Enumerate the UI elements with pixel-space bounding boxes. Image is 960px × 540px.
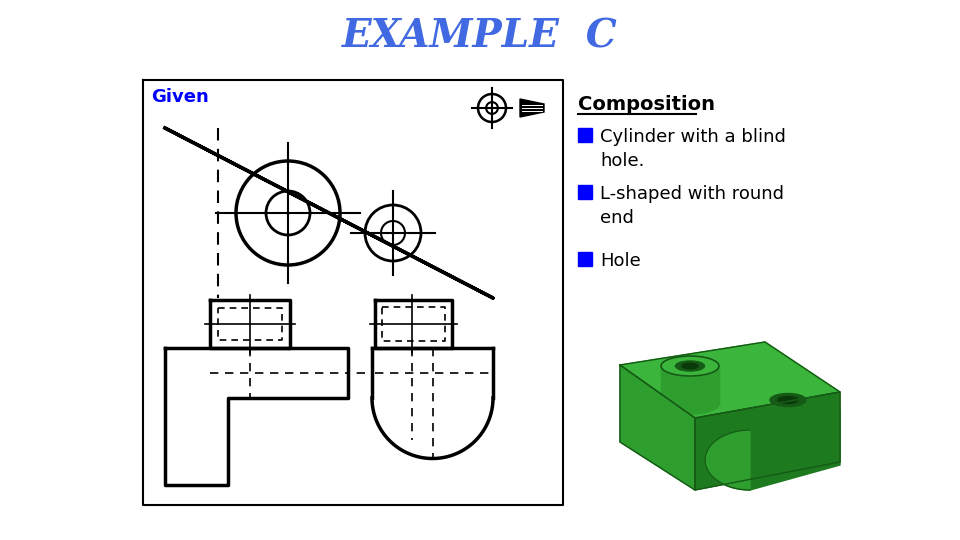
Polygon shape xyxy=(520,99,544,117)
Bar xyxy=(578,185,592,199)
Polygon shape xyxy=(661,366,719,404)
Polygon shape xyxy=(620,365,695,490)
Polygon shape xyxy=(620,342,840,418)
Ellipse shape xyxy=(661,356,719,376)
Text: Composition: Composition xyxy=(578,95,715,114)
Ellipse shape xyxy=(682,363,698,369)
Text: L-shaped with round
end: L-shaped with round end xyxy=(600,185,784,227)
Polygon shape xyxy=(695,392,840,490)
Ellipse shape xyxy=(661,394,719,414)
Text: Hole: Hole xyxy=(600,252,640,270)
Ellipse shape xyxy=(778,396,798,403)
Text: Given: Given xyxy=(151,88,208,106)
Polygon shape xyxy=(705,430,750,490)
Polygon shape xyxy=(750,410,840,490)
Bar xyxy=(578,128,592,142)
Ellipse shape xyxy=(770,394,806,407)
Text: Cylinder with a blind
hole.: Cylinder with a blind hole. xyxy=(600,128,786,170)
Ellipse shape xyxy=(676,361,705,371)
Text: EXAMPLE  C: EXAMPLE C xyxy=(342,17,618,55)
Bar xyxy=(578,252,592,266)
